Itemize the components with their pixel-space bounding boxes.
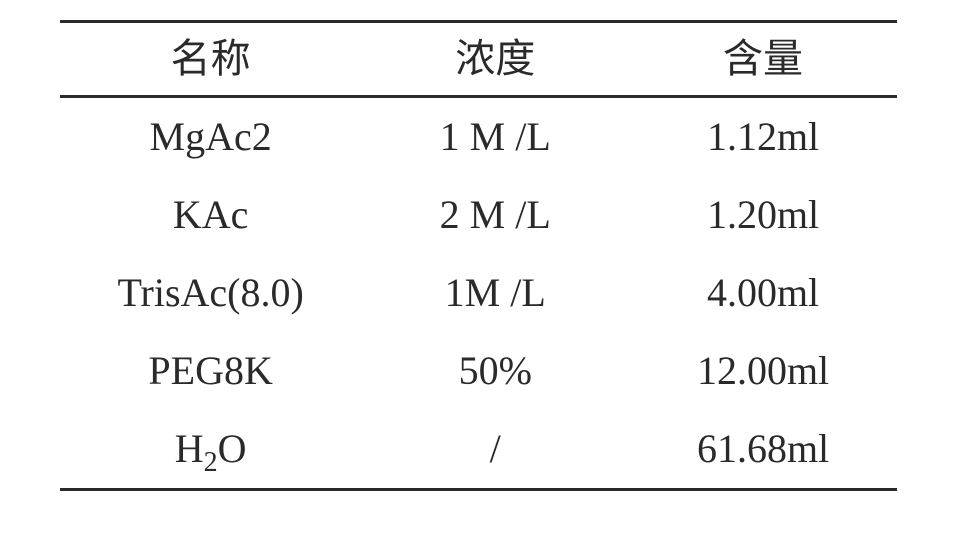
composition-table: 名称 浓度 含量 MgAc2 1 M /L 1.12ml KAc 2 M /L … xyxy=(0,0,957,543)
table-row: H2O / 61.68ml xyxy=(60,410,897,488)
cell-amount: 4.00ml xyxy=(629,273,897,313)
table-row: TrisAc(8.0) 1M /L 4.00ml xyxy=(60,254,897,332)
cell-name: PEG8K xyxy=(60,351,361,391)
cell-name: KAc xyxy=(60,195,361,235)
cell-conc: / xyxy=(361,429,629,469)
cell-conc: 2 M /L xyxy=(361,195,629,235)
cell-amount: 12.00ml xyxy=(629,351,897,391)
cell-name: H2O xyxy=(60,429,361,469)
col-header-amount: 含量 xyxy=(629,39,897,79)
table-row: MgAc2 1 M /L 1.12ml xyxy=(60,98,897,176)
bottom-rule xyxy=(60,488,897,491)
table-row: KAc 2 M /L 1.20ml xyxy=(60,176,897,254)
cell-conc: 1M /L xyxy=(361,273,629,313)
cell-amount: 1.20ml xyxy=(629,195,897,235)
cell-name: MgAc2 xyxy=(60,117,361,157)
cell-conc: 50% xyxy=(361,351,629,391)
table-row: PEG8K 50% 12.00ml xyxy=(60,332,897,410)
cell-conc: 1 M /L xyxy=(361,117,629,157)
col-header-conc: 浓度 xyxy=(361,39,629,79)
table-header-row: 名称 浓度 含量 xyxy=(60,23,897,95)
col-header-name: 名称 xyxy=(60,39,361,79)
cell-name: TrisAc(8.0) xyxy=(60,273,361,313)
cell-amount: 61.68ml xyxy=(629,429,897,469)
cell-amount: 1.12ml xyxy=(629,117,897,157)
